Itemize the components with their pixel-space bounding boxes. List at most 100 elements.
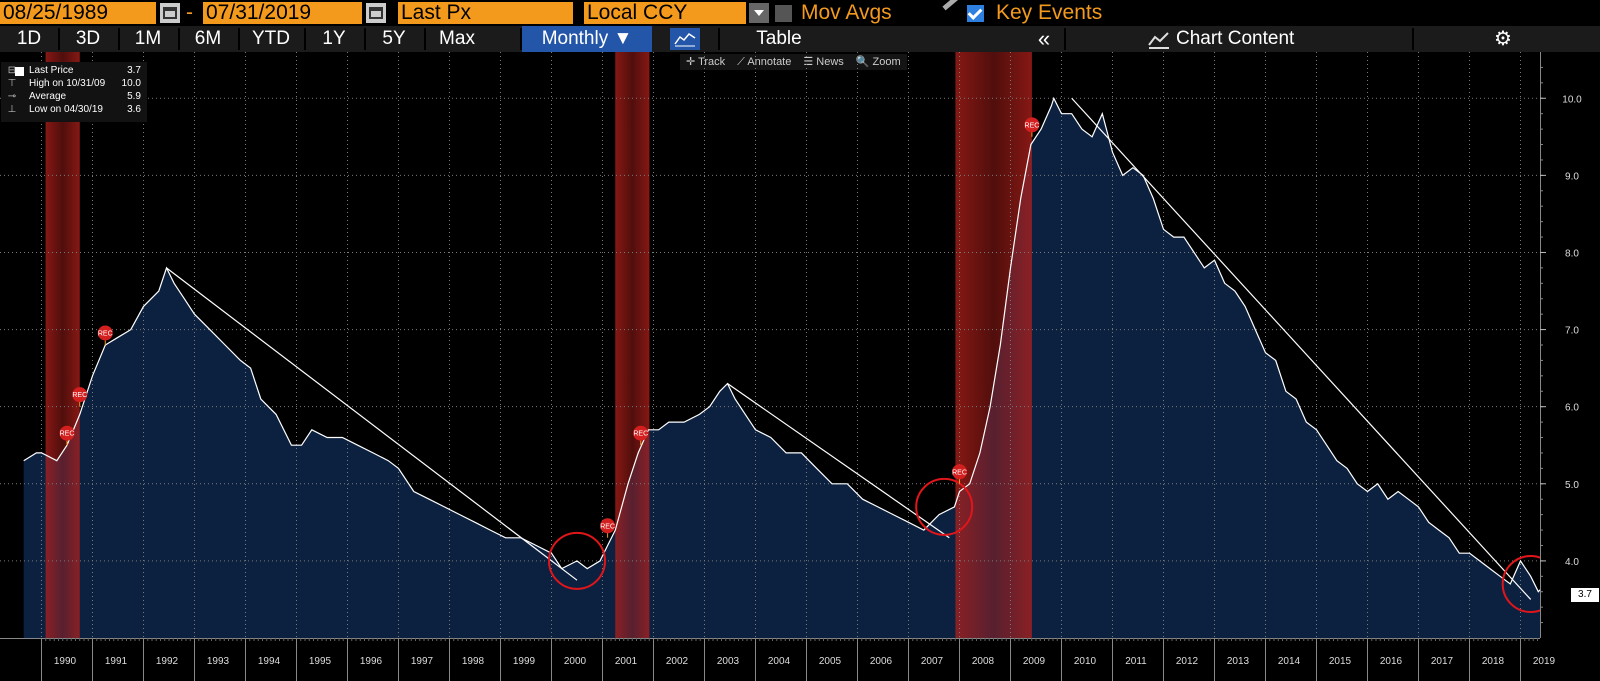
x-tick-label: 2014 — [1278, 656, 1301, 667]
event-marker-label: REC — [600, 523, 615, 530]
toolbar: 08/25/1989 - 07/31/2019 Last Px Local CC… — [0, 0, 1600, 26]
chart-content-label[interactable]: Chart Content — [1176, 26, 1336, 52]
y-tick-label: 4.0 — [1565, 557, 1579, 568]
collapse-button[interactable]: « — [1024, 26, 1064, 52]
event-marker — [633, 425, 649, 441]
trend-line — [727, 383, 950, 539]
field-selector[interactable]: Last Px — [398, 2, 573, 24]
x-tick-label: 2012 — [1176, 656, 1199, 667]
legend-swatch — [15, 67, 24, 76]
x-tick-label: 2016 — [1380, 656, 1403, 667]
legend-value: 3.7 — [127, 65, 141, 76]
x-tick-label: 1990 — [54, 656, 77, 667]
legend-row-last: ⊟ Last Price 3.7 — [1, 64, 147, 77]
pencil-icon[interactable] — [942, 0, 961, 11]
mov-avgs-label: Mov Avgs — [801, 1, 892, 24]
range-tab-3d[interactable]: 3D — [60, 26, 116, 52]
legend-low-icon: ⊥ — [7, 104, 17, 115]
legend-value: 10.0 — [121, 78, 141, 89]
x-tick-label: 2018 — [1482, 656, 1505, 667]
x-tick-label: 2013 — [1227, 656, 1250, 667]
currency-selector[interactable]: Local CCY — [584, 2, 746, 24]
x-tick-label: 1999 — [513, 656, 536, 667]
event-marker-label: REC — [1025, 122, 1040, 129]
x-tick-label: 1995 — [309, 656, 332, 667]
trend-line — [166, 267, 578, 581]
currency-dropdown-icon[interactable] — [749, 3, 769, 23]
key-events-checkbox[interactable] — [967, 5, 984, 22]
range-tab-max[interactable]: Max — [426, 26, 488, 52]
x-axis-strip — [0, 638, 1600, 681]
chart-content-icon[interactable] — [1148, 31, 1170, 54]
legend-label: Low on 04/30/19 — [29, 104, 103, 115]
start-calendar-icon[interactable] — [160, 3, 180, 23]
x-tick-label: 1991 — [105, 656, 128, 667]
recession-band — [955, 52, 1032, 638]
range-toolbar: 1D 3D 1M 6M YTD 1Y 5Y Max Monthly ▼ Tabl… — [0, 26, 1600, 52]
legend-value: 3.6 — [127, 104, 141, 115]
recession-band — [45, 52, 80, 638]
gear-icon[interactable]: ⚙ — [1494, 28, 1512, 50]
event-marker — [600, 518, 616, 534]
end-calendar-icon[interactable] — [366, 3, 386, 23]
x-tick-label: 2004 — [768, 656, 791, 667]
x-tick-label: 2011 — [1125, 656, 1147, 667]
x-tick-label: 2008 — [972, 656, 995, 667]
y-tick-label: 6.0 — [1565, 403, 1579, 414]
range-tab-1y[interactable]: 1Y — [306, 26, 362, 52]
mov-avgs-checkbox[interactable] — [775, 5, 792, 22]
start-date-field[interactable]: 08/25/1989 — [0, 2, 156, 24]
event-marker-label: REC — [952, 469, 967, 476]
x-tick-label: 2015 — [1329, 656, 1352, 667]
range-tab-1d[interactable]: 1D — [2, 26, 56, 52]
line-chart-view-icon[interactable] — [670, 28, 700, 50]
legend-bracket-icon: ⊟ — [7, 65, 17, 76]
annotate-tool[interactable]: ⟋ Annotate — [737, 56, 792, 68]
x-tick-label: 2006 — [870, 656, 893, 667]
price-chart[interactable]: REC REC REC REC REC REC REC 4.0 5.0 6.0 7.0 8.0 9.0 1… — [0, 52, 1600, 681]
x-tick-label: 1994 — [258, 656, 281, 667]
event-marker-label: REC — [633, 431, 648, 438]
x-tick-label: 2007 — [921, 656, 944, 667]
x-tick-label: 2019 — [1533, 656, 1556, 667]
series-line — [23, 96, 1552, 593]
trend-line — [1071, 97, 1532, 600]
legend-row-high: ⊤ High on 10/31/09 10.0 — [1, 77, 147, 90]
range-tab-5y[interactable]: 5Y — [366, 26, 422, 52]
event-marker — [97, 325, 113, 341]
event-marker-label: REC — [72, 392, 87, 399]
legend-label: High on 10/31/09 — [29, 78, 106, 89]
end-date-field[interactable]: 07/31/2019 — [203, 2, 362, 24]
x-tick-label: 2000 — [564, 656, 587, 667]
range-tab-ytd[interactable]: YTD — [240, 26, 302, 52]
x-tick-label: 2001 — [615, 656, 638, 667]
x-tick-label: 1998 — [462, 656, 485, 667]
recession-band — [615, 52, 650, 638]
highlight-circle — [548, 531, 606, 590]
x-tick-label: 2005 — [819, 656, 842, 667]
zoom-tool[interactable]: 🔍 Zoom — [855, 56, 901, 68]
x-tick-label: 2002 — [666, 656, 689, 667]
event-marker-label: REC — [98, 331, 113, 338]
key-events-label: Key Events — [996, 1, 1103, 24]
x-tick-label: 2017 — [1431, 656, 1454, 667]
legend-label: Last Price — [29, 65, 74, 76]
table-button[interactable]: Table — [720, 26, 838, 52]
last-value-label: 3.7 — [1571, 588, 1599, 602]
legend-value: 5.9 — [127, 91, 141, 102]
y-axis-panel — [1540, 52, 1600, 681]
frequency-dropdown[interactable]: Monthly ▼ — [522, 26, 652, 52]
date-separator: - — [186, 1, 193, 24]
event-marker — [59, 425, 75, 441]
event-marker-label: REC — [60, 431, 75, 438]
x-tick-label: 2009 — [1023, 656, 1046, 667]
x-tick-label: 1993 — [207, 656, 230, 667]
event-marker — [72, 387, 88, 403]
news-tool[interactable]: ☰ News — [803, 56, 844, 68]
legend-row-average: ⊸ Average 5.9 — [1, 90, 147, 103]
track-tool[interactable]: ✛ Track — [686, 56, 726, 68]
y-tick-label: 10.0 — [1562, 94, 1582, 105]
y-tick-label: 9.0 — [1565, 171, 1579, 182]
range-tab-6m[interactable]: 6M — [180, 26, 236, 52]
range-tab-1m[interactable]: 1M — [120, 26, 176, 52]
